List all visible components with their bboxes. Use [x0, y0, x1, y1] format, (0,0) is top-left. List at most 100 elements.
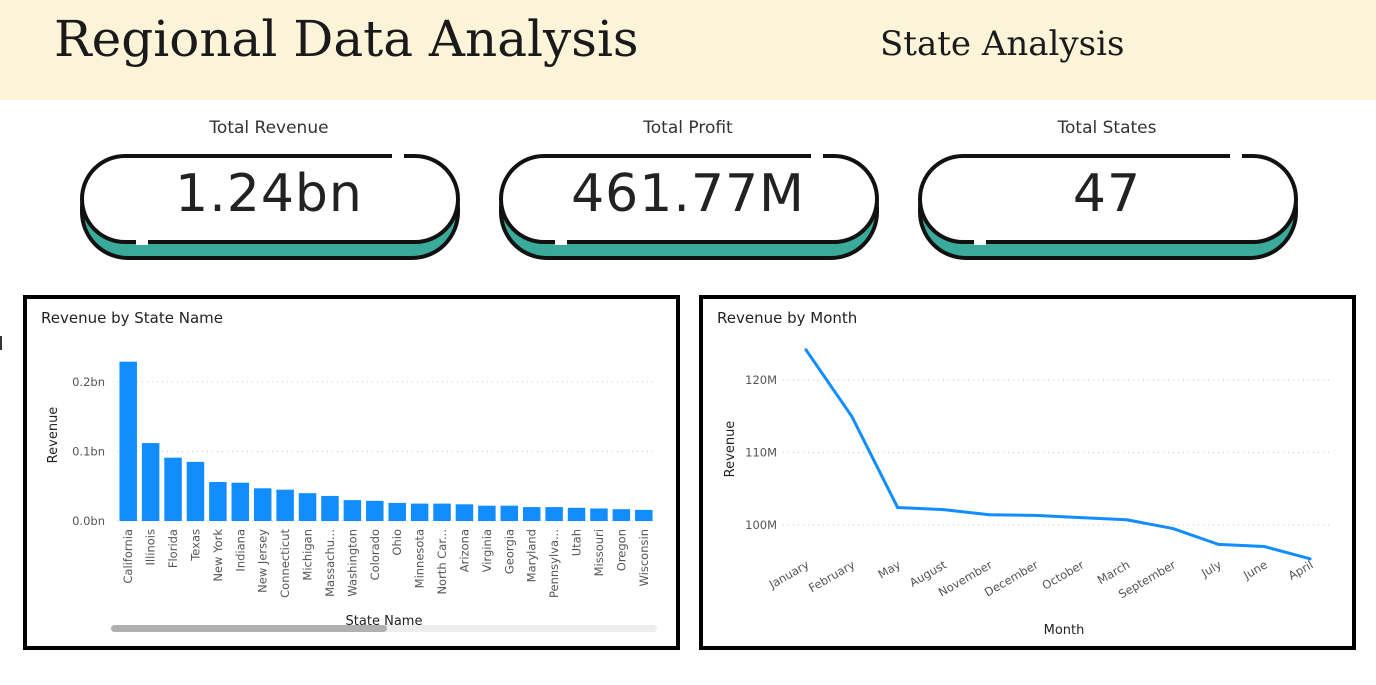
bar	[522, 507, 541, 521]
page-subtitle: State Analysis	[880, 24, 1125, 64]
bar-chart-panel[interactable]: Revenue by State Name 0.0bn 0.1bn 0.2bn Cal…	[23, 295, 680, 650]
data-point	[1079, 516, 1083, 520]
bar	[343, 500, 362, 521]
bar	[321, 495, 339, 521]
kpi-value: 461.77M	[571, 164, 805, 224]
bar	[612, 509, 631, 521]
scrollbar-thumb[interactable]	[111, 625, 387, 632]
bar	[119, 361, 137, 521]
x-tick-label: February	[806, 557, 857, 595]
x-tick-label: North Car...	[435, 529, 449, 595]
x-tick-label: Maryland	[525, 529, 539, 582]
x-tick-label: Georgia	[502, 529, 516, 574]
bar	[590, 508, 608, 521]
y-tick-label: 0.0bn	[72, 514, 105, 528]
header-banner: Regional Data Analysis State Analysis	[0, 0, 1376, 100]
data-point	[1171, 526, 1175, 530]
x-tick-label: May	[875, 557, 903, 581]
x-tick-label: Washington	[345, 529, 359, 597]
line-chart-panel[interactable]: Revenue by Month 100M 110M 120M January Febr…	[699, 295, 1356, 650]
bar	[276, 489, 294, 521]
x-tick-label: January	[766, 557, 812, 592]
x-tick-label: Michigan	[301, 529, 315, 581]
kpi-card-total-states: Total States 47	[912, 112, 1302, 272]
x-tick-label: Texas	[188, 529, 202, 562]
kpi-label: Total Profit	[643, 118, 733, 138]
x-tick-label: Colorado	[368, 529, 382, 580]
x-tick-label: October	[1040, 557, 1087, 592]
x-axis-title: Month	[1044, 623, 1085, 638]
data-point	[1216, 542, 1220, 546]
data-point	[1308, 557, 1312, 561]
kpi-pill-frame	[918, 153, 1298, 260]
kpi-pill-frame	[80, 153, 460, 260]
bar	[478, 505, 496, 521]
x-tick-label: California	[121, 529, 135, 584]
kpi-value: 1.24bn	[175, 164, 363, 224]
bar-chart: 0.0bn 0.1bn 0.2bn California Illinois Florida…	[46, 361, 657, 632]
chart-title: Revenue by State Name	[41, 309, 223, 327]
x-tick-label: Florida	[166, 529, 180, 568]
x-tick-label: Wisconsin	[637, 529, 651, 586]
data-point	[987, 513, 991, 517]
data-point	[1262, 545, 1266, 549]
kpi-card-total-revenue: Total Revenue 1.24bn	[74, 112, 464, 272]
data-point	[941, 508, 945, 512]
x-tick-label: New York	[211, 529, 225, 582]
side-tab-marker	[0, 336, 2, 350]
data-point	[1125, 518, 1129, 522]
data-point	[804, 348, 808, 352]
y-tick-label: 120M	[745, 373, 777, 387]
bar	[231, 482, 250, 521]
bar	[298, 493, 317, 521]
x-tick-label: June	[1240, 557, 1270, 582]
y-axis-title: Revenue	[723, 421, 738, 478]
data-point	[850, 414, 854, 418]
x-tick-label: New Jersey	[256, 529, 270, 593]
y-axis-title: Revenue	[46, 407, 61, 464]
data-point	[1033, 513, 1037, 517]
x-tick-label: Arizona	[457, 529, 471, 572]
x-tick-label: Indiana	[233, 529, 247, 572]
kpi-label: Total Revenue	[209, 118, 329, 138]
bar	[545, 507, 563, 521]
bar	[366, 500, 384, 521]
bar	[455, 504, 474, 521]
y-tick-label: 110M	[745, 446, 777, 460]
bar	[388, 502, 406, 521]
chart-title: Revenue by Month	[717, 309, 858, 327]
bar	[433, 503, 451, 521]
bar	[567, 507, 586, 521]
page-title: Regional Data Analysis	[54, 10, 639, 68]
data-point	[896, 505, 900, 509]
y-tick-label: 100M	[745, 518, 777, 532]
y-tick-label: 0.2bn	[72, 375, 105, 389]
kpi-label: Total States	[1057, 118, 1157, 138]
x-tick-label: Massachu...	[323, 529, 337, 597]
x-tick-label: Virginia	[480, 529, 494, 572]
bar	[253, 488, 272, 521]
x-tick-label: Utah	[570, 529, 584, 556]
bar	[164, 457, 182, 521]
kpi-pill-frame	[499, 153, 879, 260]
x-tick-label: Missouri	[592, 529, 606, 576]
x-tick-label: Connecticut	[278, 529, 292, 598]
kpi-value: 47	[1072, 164, 1142, 224]
kpi-card-total-profit: Total Profit 461.77M	[493, 112, 883, 272]
x-tick-label: Illinois	[144, 529, 158, 566]
x-tick-label: April	[1286, 557, 1316, 582]
x-tick-label: Pennsylva...	[547, 529, 561, 598]
x-tick-label: Oregon	[614, 529, 628, 571]
bar	[500, 505, 519, 521]
y-tick-label: 0.1bn	[72, 444, 105, 458]
bar	[635, 509, 653, 521]
bar	[209, 482, 227, 521]
x-tick-label: July	[1198, 557, 1224, 580]
bar	[186, 461, 205, 521]
series-line	[804, 348, 1311, 561]
x-tick-label: Ohio	[390, 529, 404, 556]
bar	[410, 503, 429, 521]
bar	[141, 443, 160, 521]
x-tick-label: Minnesota	[413, 529, 427, 588]
